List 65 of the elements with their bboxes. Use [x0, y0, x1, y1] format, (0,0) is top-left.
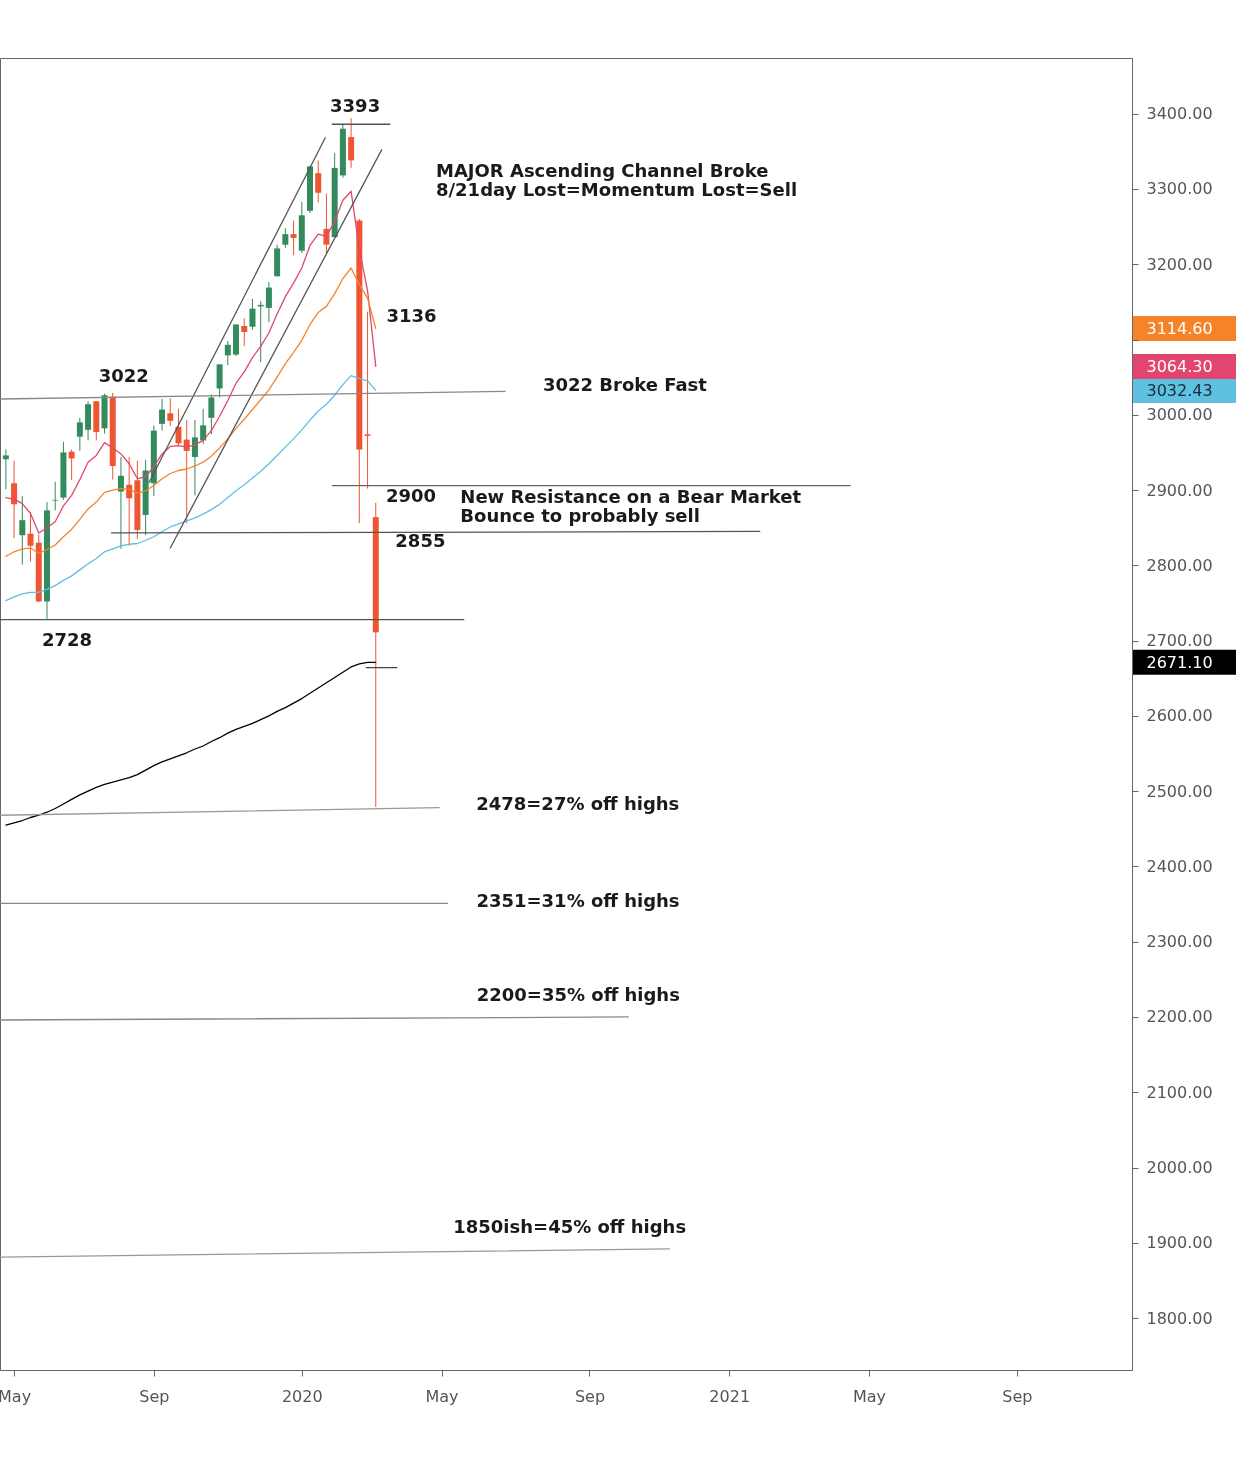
x-tick-label: Sep	[1002, 1386, 1033, 1406]
annotation: 2200=35% off highs	[476, 983, 680, 1005]
x-tick-label: 2021	[709, 1386, 751, 1406]
y-tick-label: 3300.00	[1146, 179, 1213, 199]
y-tick-label: 2000.00	[1146, 1158, 1213, 1178]
annotation: 1850ish=45% off highs	[453, 1216, 687, 1238]
candlestick	[175, 408, 182, 447]
y-tick-label: 3000.00	[1146, 405, 1213, 425]
candlestick	[208, 393, 215, 435]
annotation: New Resistance on a Bear Market Bounce to probably sell	[460, 485, 802, 526]
y-tick-label: 1800.00	[1146, 1308, 1213, 1328]
y-tick-label: 3114.60	[1146, 319, 1213, 339]
candlestick	[191, 419, 198, 496]
candlestick	[290, 220, 297, 256]
x-tick-label: 2020	[281, 1386, 323, 1406]
annotation: 2855	[395, 530, 446, 552]
x-tick-label: Sep	[139, 1386, 170, 1406]
annotation: 2728	[41, 628, 93, 650]
y-tick-label: 2300.00	[1146, 932, 1213, 952]
y-tick-label: 3400.00	[1146, 104, 1213, 124]
candlestick	[200, 408, 207, 445]
line-series	[5, 190, 377, 534]
candlestick	[159, 398, 166, 432]
candlestick	[282, 227, 289, 249]
y-tick-label: 1900.00	[1146, 1233, 1213, 1253]
candlestick	[11, 460, 18, 539]
candlestick	[249, 298, 256, 331]
y-tick-label: 2200.00	[1146, 1007, 1213, 1027]
y-tick-label: 2600.00	[1146, 706, 1213, 726]
x-tick-label: May	[852, 1386, 886, 1406]
candlestick	[52, 481, 59, 511]
annotation: 3022	[98, 365, 149, 387]
y-tick-label: 3032.43	[1146, 380, 1213, 400]
annotation: MAJOR Ascending Channel Broke 8/21day Lost=Momentum Lost=Sell	[436, 160, 798, 200]
annotation: 2351=31% off highs	[476, 890, 680, 912]
candlestick	[364, 311, 371, 490]
candlestick	[2, 448, 9, 490]
y-tick-label: 2100.00	[1146, 1082, 1213, 1102]
y-tick-label: 2800.00	[1146, 555, 1213, 575]
candlestick	[117, 456, 124, 550]
candlestick	[348, 117, 355, 169]
x-tick-label: May	[0, 1386, 32, 1406]
candlestick	[224, 340, 231, 366]
y-tick-label: 2900.00	[1146, 480, 1213, 500]
candlestick	[315, 159, 322, 204]
annotation: 3136	[386, 305, 437, 327]
line-series	[5, 267, 377, 557]
y-tick-label: 3064.30	[1146, 356, 1213, 376]
candlestick	[241, 317, 248, 347]
y-tick-label: 2700.00	[1146, 631, 1213, 651]
x-tick-label: May	[425, 1386, 459, 1406]
candlestick	[76, 417, 83, 452]
y-tick-label: 3200.00	[1146, 254, 1213, 274]
y-tick-label: 2400.00	[1146, 856, 1213, 876]
candlestick	[167, 397, 174, 427]
annotation: 3022 Broke Fast	[542, 374, 708, 396]
x-tick-label: Sep	[574, 1386, 606, 1406]
line-series	[5, 661, 377, 826]
annotation: 2478=27% off highs	[476, 792, 680, 814]
candlestick	[265, 281, 272, 323]
annotation: 3393	[330, 94, 381, 116]
y-tick-label: 2500.00	[1146, 781, 1213, 801]
annotation: 2900	[385, 484, 437, 506]
y-tick-label: 2671.10	[1146, 652, 1213, 672]
candlestick	[19, 495, 26, 566]
